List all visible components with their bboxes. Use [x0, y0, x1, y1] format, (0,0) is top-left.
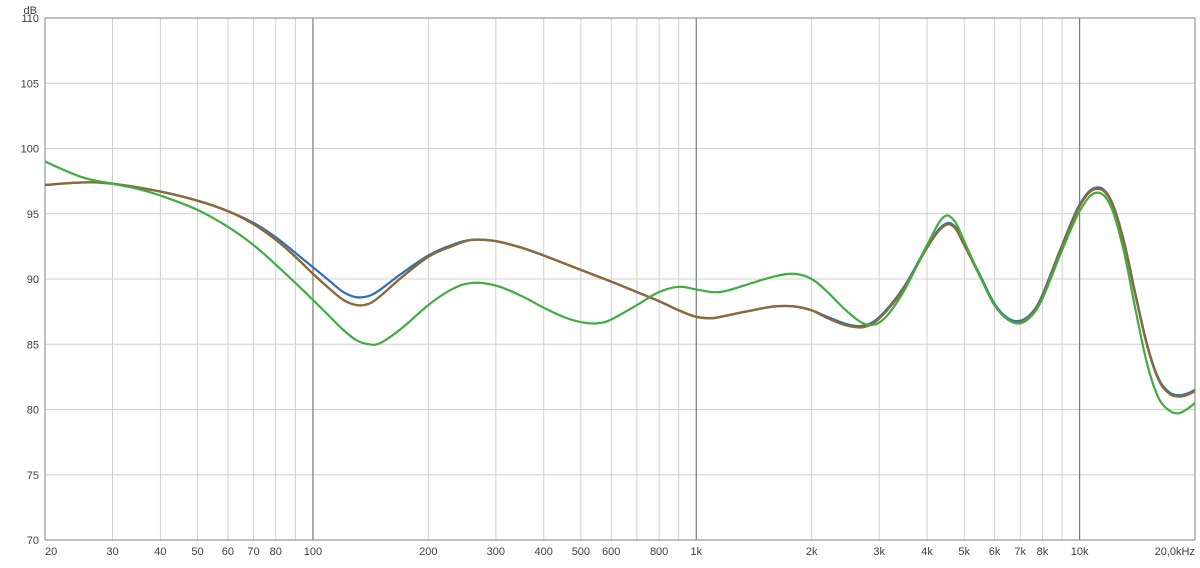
x-tick-label: 6k — [989, 546, 1001, 558]
y-tick-label: 110 — [21, 13, 39, 25]
y-tick-label: 90 — [27, 274, 39, 286]
x-tick-label: 800 — [650, 546, 668, 558]
x-tick-label: 4k — [921, 546, 933, 558]
x-tick-label: 400 — [535, 546, 553, 558]
y-tick-label: 95 — [27, 209, 39, 221]
x-tick-label: 20,0kHz — [1155, 546, 1195, 558]
x-tick-label: 8k — [1037, 546, 1049, 558]
x-tick-label: 500 — [572, 546, 590, 558]
y-tick-label: 100 — [21, 144, 39, 156]
x-tick-label: 80 — [270, 546, 282, 558]
x-tick-label: 60 — [222, 546, 234, 558]
x-tick-label: 50 — [191, 546, 203, 558]
y-tick-label: 85 — [27, 339, 39, 351]
x-tick-label: 5k — [958, 546, 970, 558]
x-tick-label: 7k — [1014, 546, 1026, 558]
x-tick-label: 2k — [806, 546, 818, 558]
y-tick-label: 70 — [27, 535, 39, 547]
x-tick-label: 70 — [247, 546, 259, 558]
x-tick-label: 300 — [487, 546, 505, 558]
x-tick-label: 20 — [45, 546, 57, 558]
frequency-response-chart: dB70758085909510010511020304050607080100… — [0, 0, 1200, 568]
y-tick-label: 75 — [27, 470, 39, 482]
x-tick-label: 1k — [690, 546, 702, 558]
x-tick-label: 10k — [1071, 546, 1089, 558]
y-tick-label: 80 — [27, 405, 39, 417]
x-tick-label: 200 — [419, 546, 437, 558]
x-tick-label: 40 — [154, 546, 166, 558]
x-tick-label: 30 — [106, 546, 118, 558]
x-tick-label: 600 — [602, 546, 620, 558]
chart-svg: dB70758085909510010511020304050607080100… — [0, 0, 1200, 568]
x-tick-label: 100 — [304, 546, 322, 558]
y-tick-label: 105 — [21, 78, 39, 90]
x-tick-label: 3k — [873, 546, 885, 558]
